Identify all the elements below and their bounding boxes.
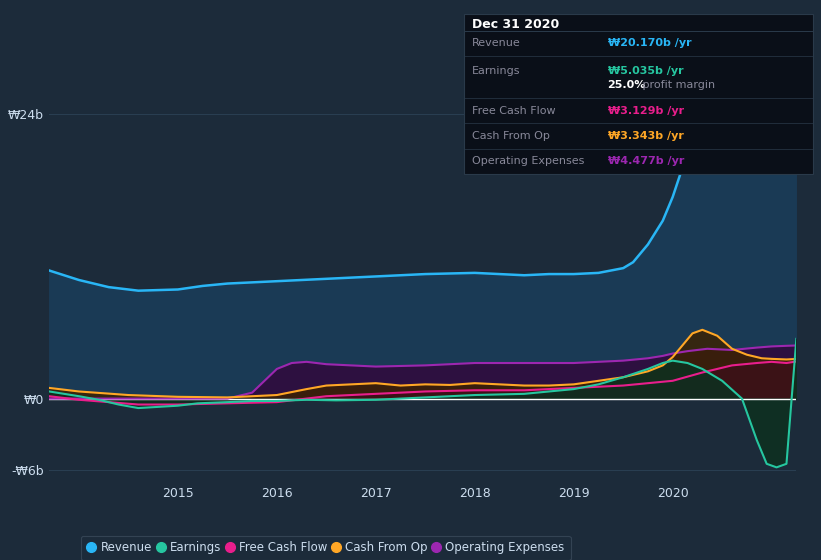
- Text: Dec 31 2020: Dec 31 2020: [472, 17, 559, 31]
- Text: profit margin: profit margin: [639, 80, 715, 90]
- Text: Earnings: Earnings: [472, 66, 521, 76]
- Text: ₩4.477b /yr: ₩4.477b /yr: [608, 156, 684, 166]
- Legend: Revenue, Earnings, Free Cash Flow, Cash From Op, Operating Expenses: Revenue, Earnings, Free Cash Flow, Cash …: [80, 535, 571, 560]
- Text: ₩20.170b /yr: ₩20.170b /yr: [608, 38, 691, 48]
- Text: Cash From Op: Cash From Op: [472, 131, 550, 141]
- Text: ₩3.343b /yr: ₩3.343b /yr: [608, 131, 683, 141]
- Text: Revenue: Revenue: [472, 38, 521, 48]
- Text: ₩5.035b /yr: ₩5.035b /yr: [608, 66, 683, 76]
- Text: Free Cash Flow: Free Cash Flow: [472, 106, 556, 116]
- Text: 25.0%: 25.0%: [608, 80, 646, 90]
- Text: ₩3.129b /yr: ₩3.129b /yr: [608, 106, 684, 116]
- Text: Operating Expenses: Operating Expenses: [472, 156, 585, 166]
